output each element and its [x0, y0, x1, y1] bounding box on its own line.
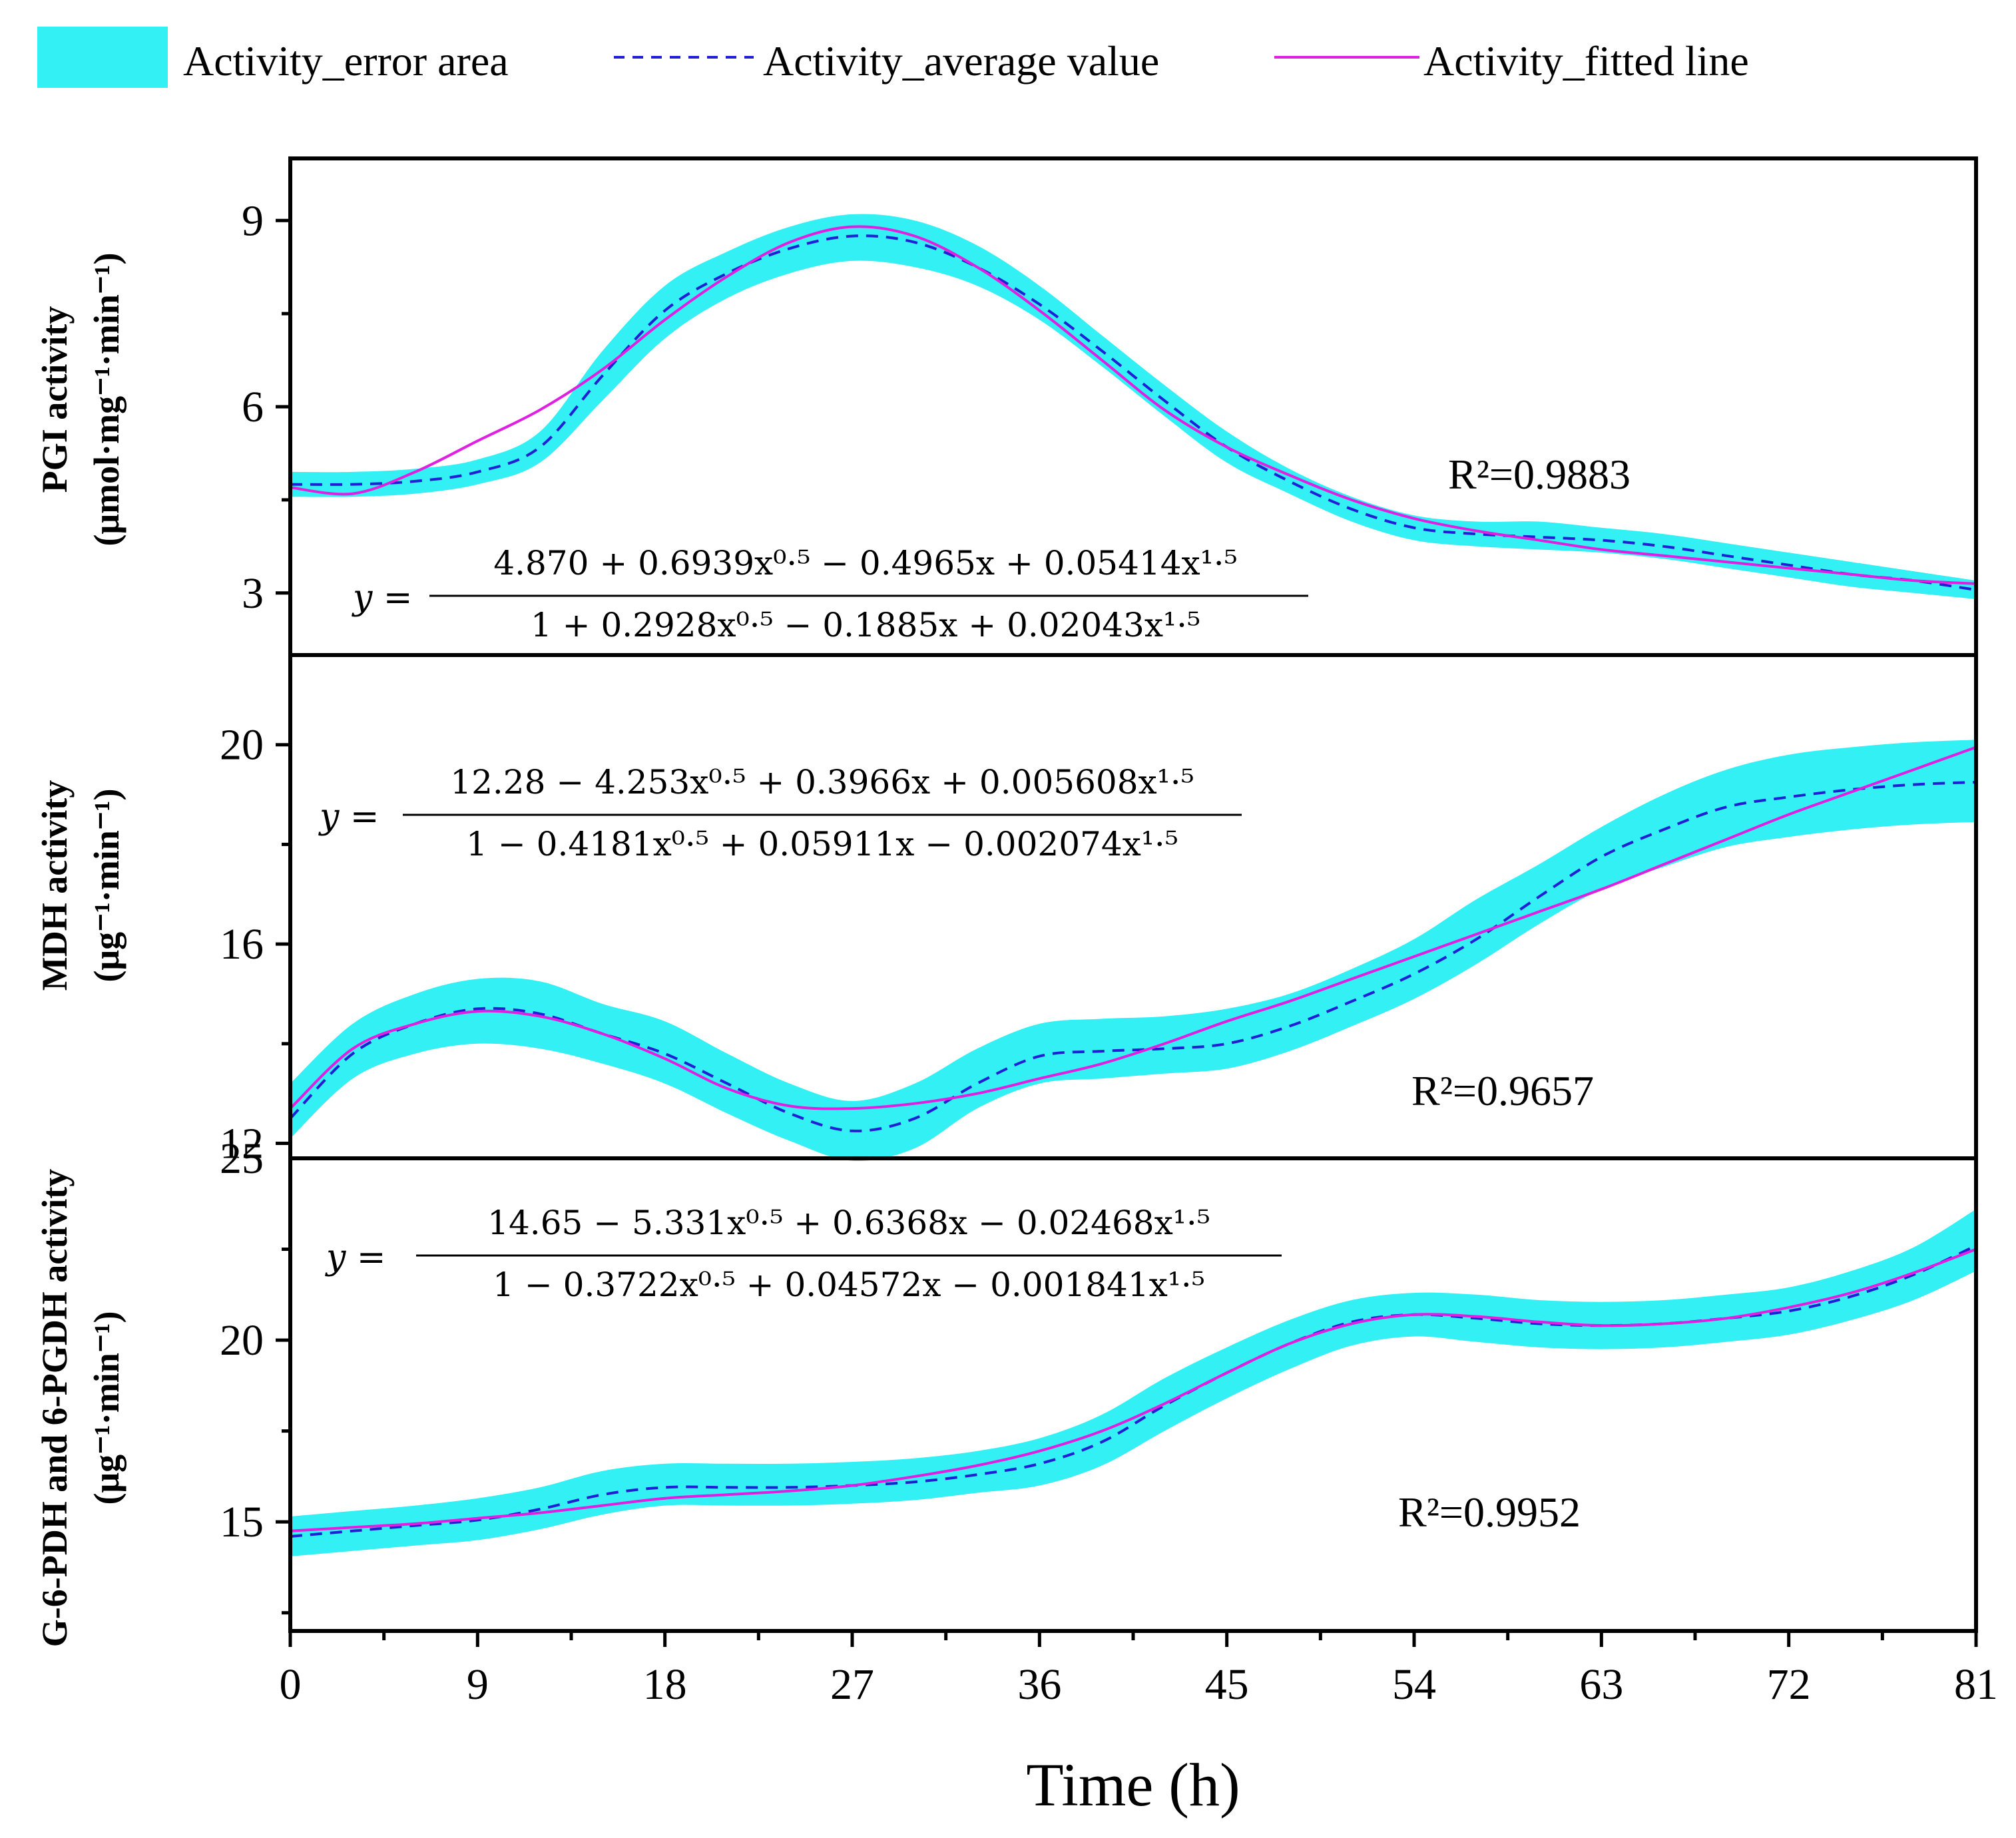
legend-average-label: Activity_average value	[763, 37, 1159, 85]
x-tick-label: 45	[1205, 1660, 1249, 1709]
legend-fitted-label: Activity_fitted line	[1423, 37, 1749, 85]
x-tick-label: 63	[1579, 1660, 1623, 1709]
x-tick-label: 81	[1954, 1660, 1998, 1709]
panel-mdh: 12 16 20 MDH activity (μg⁻¹·min⁻¹) R²=0.96…	[35, 653, 1978, 1168]
y-tick-label: 6	[242, 383, 264, 431]
fitted-line	[289, 746, 1977, 1110]
y-tick-label: 25	[220, 1134, 264, 1183]
legend-error-area-label: Activity_error area	[183, 37, 509, 85]
error-area	[290, 740, 1976, 1161]
x-tick-label: 18	[643, 1660, 687, 1709]
equation-numerator: 4.870 + 0.6939x⁰·⁵ − 0.4965x + 0.05414x¹…	[493, 544, 1237, 582]
y-tick-label: 15	[220, 1498, 264, 1546]
x-axis: 0 9 18 27 36 45 54 63 72 81	[280, 1631, 1998, 1709]
equation: y = 14.65 − 5.331x⁰·⁵ + 0.6368x − 0.0246…	[325, 1204, 1282, 1304]
equation-lhs: y =	[318, 797, 379, 837]
y-tick-label: 3	[242, 569, 264, 618]
equation-lhs: y =	[325, 1238, 385, 1277]
y-tick-label: 16	[220, 920, 264, 969]
equation-numerator: 12.28 − 4.253x⁰·⁵ + 0.3966x + 0.005608x¹…	[450, 763, 1194, 802]
r-squared-label: R²=0.9657	[1411, 1067, 1594, 1114]
y-axis-label-title: G-6-PDH and 6-PGDH activity	[35, 1169, 75, 1647]
equation-denominator: 1 − 0.3722x⁰·⁵ + 0.04572x − 0.001841x¹·⁵	[493, 1265, 1205, 1304]
r-squared-label: R²=0.9883	[1448, 451, 1631, 498]
equation-denominator: 1 − 0.4181x⁰·⁵ + 0.05911x − 0.002074x¹·⁵	[466, 825, 1178, 863]
panel-g6pdh: 15 20 25 G-6-PDH and 6-PGDH activity (μg⁻¹…	[35, 1134, 1978, 1647]
legend: Activity_error area Activity_average val…	[37, 27, 1749, 88]
x-axis-label: Time (h)	[1026, 1751, 1240, 1819]
x-tick-label: 9	[467, 1660, 489, 1709]
legend-error-area-swatch	[37, 27, 168, 88]
y-axis-ticks: 12 16 20	[220, 721, 290, 1168]
x-tick-label: 0	[280, 1660, 302, 1709]
y-axis-label-units: (μg⁻¹·min⁻¹)	[87, 1311, 126, 1505]
y-axis-ticks: 3 6 9	[242, 196, 290, 618]
panel-pgi: 3 6 9 PGI activity (μmol·mg⁻¹·min⁻¹) R²=0.…	[35, 156, 1978, 657]
average-line	[290, 234, 1977, 592]
x-tick-label: 72	[1767, 1660, 1811, 1709]
fitted-line	[290, 225, 1977, 585]
r-squared-label: R²=0.9952	[1398, 1489, 1581, 1536]
average-line	[289, 780, 1977, 1132]
error-area	[290, 214, 1976, 600]
y-axis-label-title: MDH activity	[35, 780, 75, 991]
fitted-line	[290, 1248, 1977, 1532]
plot-frame	[288, 653, 1978, 1160]
y-tick-label: 9	[242, 196, 264, 245]
equation: y = 12.28 − 4.253x⁰·⁵ + 0.3966x + 0.0056…	[318, 763, 1242, 863]
equation-numerator: 14.65 − 5.331x⁰·⁵ + 0.6368x − 0.02468x¹·…	[487, 1204, 1210, 1242]
x-tick-label: 36	[1017, 1660, 1061, 1709]
y-tick-label: 20	[220, 721, 264, 770]
y-tick-label: 20	[220, 1316, 264, 1365]
y-axis-label-title: PGI activity	[35, 306, 75, 493]
equation: y = 4.870 + 0.6939x⁰·⁵ − 0.4965x + 0.054…	[352, 544, 1308, 644]
error-area	[290, 1209, 1976, 1556]
x-tick-label: 54	[1392, 1660, 1436, 1709]
x-tick-label: 27	[830, 1660, 874, 1709]
equation-lhs: y =	[352, 578, 412, 618]
y-axis-label-units: (μg⁻¹·min⁻¹)	[87, 789, 126, 983]
y-axis-ticks: 15 20 25	[220, 1134, 290, 1615]
y-axis-label-units: (μmol·mg⁻¹·min⁻¹)	[87, 253, 126, 547]
equation-denominator: 1 + 0.2928x⁰·⁵ − 0.1885x + 0.02043x¹·⁵	[531, 606, 1200, 644]
y-tick-label: 12	[220, 1120, 264, 1168]
